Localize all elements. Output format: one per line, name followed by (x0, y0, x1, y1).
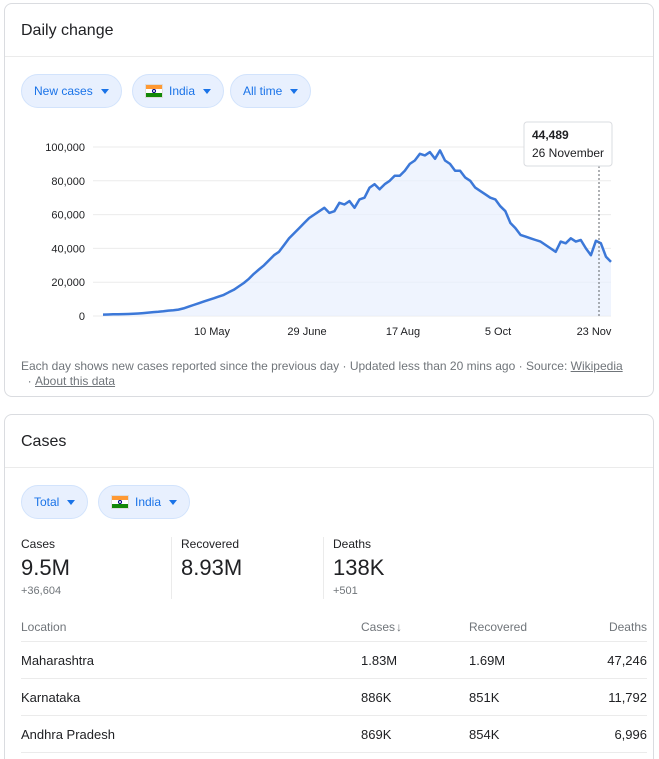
cell-deaths: 11,792 (577, 678, 647, 716)
stat-value: 138K (333, 555, 385, 580)
stat-cases: Cases 9.5M +36,604 (21, 537, 70, 597)
daily-change-card: Daily change New cases India All time 0 2… (4, 3, 654, 397)
stat-delta: +501 (333, 585, 358, 597)
caret-down-icon (290, 88, 299, 94)
x-tick-label: 29 June (287, 326, 326, 338)
divider (5, 467, 653, 468)
stat-label: Deaths (333, 537, 372, 551)
cell-deaths: 6,996 (577, 715, 647, 753)
metric-dropdown[interactable]: New cases (21, 74, 122, 108)
y-tick-label: 20,000 (51, 277, 85, 289)
cell-deaths: 47,246 (577, 641, 647, 679)
tooltip-box (523, 121, 613, 167)
stat-separator (323, 537, 324, 599)
india-flag-icon (145, 84, 163, 98)
y-tick-label: 100,000 (45, 142, 85, 154)
cell-location: Andhra Pradesh (21, 715, 361, 753)
cases-card: Cases Total India Cases 9.5M +36,604 Rec… (4, 414, 654, 759)
cell-cases: 886K (361, 678, 469, 716)
x-tick-label: 17 Aug (386, 326, 420, 338)
stat-deaths: Deaths 138K +501 (333, 537, 384, 597)
metric-dropdown-label: New cases (34, 84, 93, 98)
source-link[interactable]: Wikipedia (570, 359, 623, 373)
cases-title: Cases (21, 433, 67, 450)
cell-cases: 869K (361, 715, 469, 753)
series-area (103, 150, 611, 316)
cell-recovered: 851K (469, 678, 577, 716)
column-header-location[interactable]: Location (21, 613, 361, 642)
x-tick-label: 23 Nov (577, 326, 612, 338)
cases-country-dropdown-label: India (135, 495, 162, 509)
y-tick-label: 0 (79, 311, 85, 323)
column-header-recovered[interactable]: Recovered (469, 613, 577, 642)
chart-footnote: Each day shows new cases reported since … (21, 359, 623, 388)
tooltip-date: 26 November (532, 146, 604, 160)
column-header-deaths[interactable]: Deaths (577, 613, 647, 642)
table-row[interactable]: Andhra Pradesh 869K 854K 6,996 (21, 715, 647, 753)
column-header-cases[interactable]: Cases↓ (361, 613, 469, 642)
stat-label: Cases (21, 537, 56, 551)
caret-down-icon (100, 88, 109, 94)
caret-down-icon (169, 499, 178, 505)
country-dropdown[interactable]: India (132, 74, 225, 108)
tooltip-value: 44,489 (532, 128, 569, 142)
stat-value: 8.93M (181, 555, 243, 580)
india-flag-icon (111, 495, 129, 509)
cell-recovered: 1.69M (469, 641, 577, 679)
x-tick-label: 5 Oct (485, 326, 511, 338)
table-row[interactable]: Maharashtra 1.83M 1.69M 47,246 (21, 641, 647, 679)
cases-country-dropdown[interactable]: India (98, 485, 191, 519)
series-line (102, 149, 612, 316)
cell-location: Maharashtra (21, 641, 361, 679)
x-tick-label: 10 May (194, 326, 231, 338)
country-dropdown-label: India (169, 84, 196, 98)
about-data-link[interactable]: About this data (35, 374, 116, 388)
chart-tooltip: 44,489 26 November (523, 121, 613, 167)
y-tick-label: 80,000 (51, 176, 85, 188)
footnote-text: Each day shows new cases reported since … (21, 359, 571, 373)
stat-recovered: Recovered 8.93M (181, 537, 242, 585)
time-range-dropdown-label: All time (243, 84, 283, 98)
stat-value: 9.5M (21, 555, 70, 580)
y-tick-label: 40,000 (51, 243, 85, 255)
stat-label: Recovered (181, 537, 240, 551)
sort-arrow-down-icon: ↓ (396, 620, 403, 634)
cell-location: Karnataka (21, 678, 361, 716)
stat-delta: +36,604 (21, 585, 62, 597)
stat-separator (171, 537, 172, 599)
total-dropdown[interactable]: Total (21, 485, 89, 519)
table-header-row: Location Cases↓ Recovered Deaths (21, 613, 647, 642)
table-row[interactable]: Karnataka 886K 851K 11,792 (21, 678, 647, 716)
cases-table: Location Cases↓ Recovered Deaths Maharas… (21, 613, 647, 753)
y-tick-label: 60,000 (51, 210, 85, 222)
daily-change-title: Daily change (21, 22, 114, 39)
cell-recovered: 854K (469, 715, 577, 753)
total-dropdown-label: Total (34, 495, 60, 509)
caret-down-icon (67, 499, 76, 505)
time-range-dropdown[interactable]: All time (230, 74, 312, 108)
caret-down-icon (203, 88, 212, 94)
column-header-cases-label: Cases (361, 620, 396, 634)
cell-cases: 1.83M (361, 641, 469, 679)
daily-change-chart[interactable]: 0 20,000 40,000 60,000 80,000 100,000 10 May 29… (5, 114, 653, 349)
divider (5, 56, 653, 57)
